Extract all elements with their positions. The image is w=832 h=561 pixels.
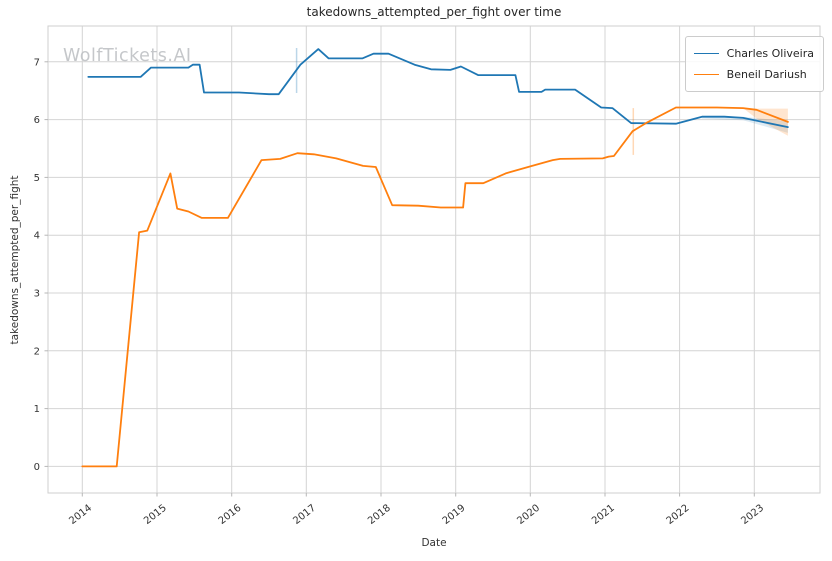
legend-label-oliveira: Charles Oliveira	[726, 47, 814, 60]
x-tick-label: 2014	[67, 503, 94, 527]
y-tick-label: 2	[34, 346, 40, 357]
y-tick-label: 3	[34, 289, 40, 300]
chart-title: takedowns_attempted_per_fight over time	[306, 5, 562, 19]
legend-label-dariush: Beneil Dariush	[726, 68, 807, 81]
legend: Charles Oliveira Beneil Dariush	[684, 36, 824, 92]
confidence-band	[702, 116, 788, 133]
x-tick-label: 2019	[441, 503, 468, 527]
x-tick-label: 2020	[515, 503, 542, 527]
x-tick-label: 2023	[739, 503, 766, 527]
x-axis-label: Date	[421, 537, 447, 549]
legend-line-oliveira-icon	[693, 53, 719, 54]
y-tick-label: 1	[34, 404, 40, 415]
series-layer	[81, 48, 789, 468]
y-axis-label: takedowns_attempted_per_fight	[9, 175, 21, 345]
y-tick-label: 6	[34, 115, 40, 126]
grid-layer	[48, 26, 820, 493]
axis-layer: 2014 2015 2016 2017 2018 2019 2020 2021 2022 2023…	[34, 25, 821, 527]
x-tick-label: 2015	[142, 503, 169, 527]
watermark: WolfTickets.AI	[63, 46, 192, 66]
legend-item-oliveira: Charles Oliveira	[693, 43, 814, 64]
legend-line-dariush-icon	[693, 74, 719, 75]
series-line	[87, 48, 789, 128]
plot-border	[47, 25, 821, 494]
errorbars-layer	[295, 48, 635, 155]
y-tick-label: 0	[34, 462, 40, 473]
legend-item-dariush: Beneil Dariush	[693, 64, 814, 85]
y-tick-label: 4	[34, 231, 40, 242]
y-tick-label: 5	[34, 173, 40, 184]
x-tick-label: 2017	[291, 503, 318, 527]
bands-layer	[702, 108, 788, 136]
y-tick-label: 7	[34, 57, 40, 68]
x-tick-label: 2018	[366, 503, 393, 527]
x-tick-label: 2016	[217, 503, 244, 527]
series-line	[81, 106, 789, 468]
x-tick-label: 2021	[590, 503, 617, 527]
x-tick-label: 2022	[665, 503, 692, 527]
